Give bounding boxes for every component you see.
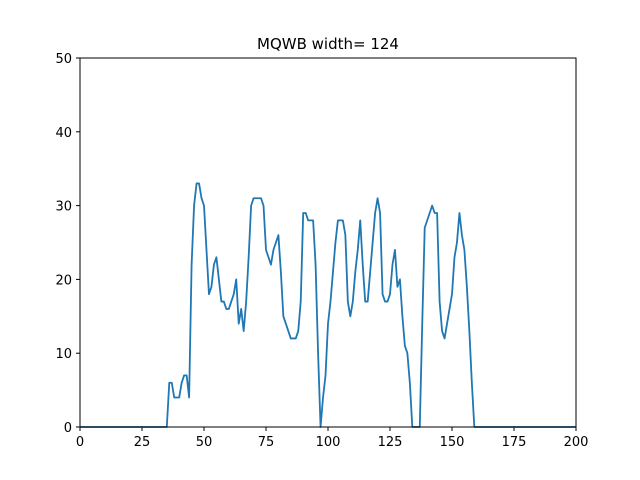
x-tick-label: 50 xyxy=(196,435,213,450)
series-line xyxy=(80,182,576,428)
x-tick-label: 25 xyxy=(134,435,151,450)
series-layer xyxy=(80,182,576,428)
x-tick-label: 100 xyxy=(316,435,341,450)
y-tick-label: 30 xyxy=(55,200,72,215)
y-tick-label: 10 xyxy=(55,347,72,362)
x-tick-label: 0 xyxy=(76,435,84,450)
y-tick-label: 20 xyxy=(55,273,72,288)
x-tick-label: 150 xyxy=(440,435,465,450)
chart-title: MQWB width= 124 xyxy=(257,35,399,53)
y-tick-label: 0 xyxy=(64,421,72,436)
x-tick-label: 200 xyxy=(564,435,589,450)
y-tick-label: 40 xyxy=(55,126,72,141)
y-tick-label: 50 xyxy=(55,52,72,67)
axis-ticks: 0 25 50 75 100 125 150 175 200 0 10 20 30 40 50 xyxy=(55,52,588,450)
x-tick-label: 125 xyxy=(378,435,403,450)
x-tick-label: 175 xyxy=(502,435,527,450)
plot-frame xyxy=(79,57,577,428)
x-tick-label: 75 xyxy=(258,435,275,450)
